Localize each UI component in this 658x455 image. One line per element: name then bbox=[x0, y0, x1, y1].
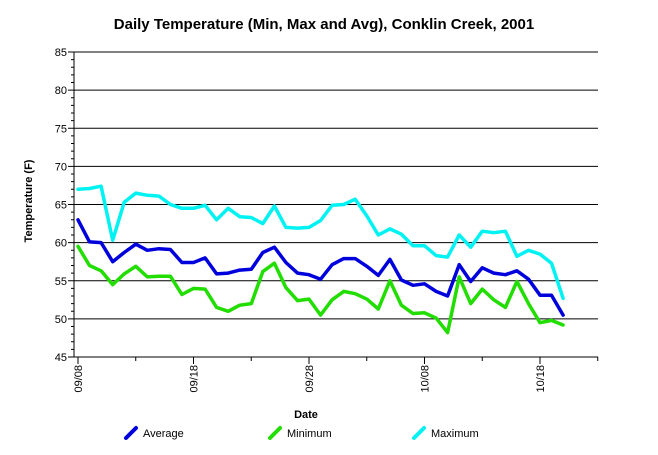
chart-legend: Average Minimum Maximum bbox=[124, 426, 479, 440]
legend-swatch-minimum bbox=[268, 426, 282, 440]
x-axis-label: Date bbox=[294, 409, 318, 421]
x-axis-ticks: 09/08 09/18 09/28 10/08 10/18 bbox=[73, 357, 599, 393]
y-tick-label: 55 bbox=[55, 276, 67, 288]
legend-swatch-maximum bbox=[412, 426, 426, 440]
chart-gridlines bbox=[74, 51, 598, 320]
legend-swatch-average bbox=[124, 426, 138, 440]
legend-label-average: Average bbox=[143, 428, 184, 440]
y-tick-label: 65 bbox=[55, 200, 67, 212]
series-line-minimum bbox=[76, 244, 565, 335]
y-tick-label: 60 bbox=[55, 238, 67, 250]
y-tick-label: 45 bbox=[55, 352, 67, 364]
y-tick-label: 75 bbox=[55, 123, 67, 135]
y-tick-label: 80 bbox=[55, 85, 67, 97]
y-axis-ticks: 45 50 55 60 65 70 75 80 85 bbox=[55, 47, 74, 364]
x-tick-label: 09/28 bbox=[304, 365, 316, 393]
chart-series bbox=[76, 184, 565, 335]
series-line-average bbox=[76, 218, 565, 317]
y-tick-label: 85 bbox=[55, 47, 67, 59]
x-tick-label: 10/08 bbox=[420, 365, 432, 393]
x-tick-label: 09/08 bbox=[73, 365, 85, 393]
legend-label-maximum: Maximum bbox=[431, 428, 479, 440]
y-axis-label: Temperature (F) bbox=[23, 159, 35, 242]
y-tick-label: 50 bbox=[55, 314, 67, 326]
legend-label-minimum: Minimum bbox=[287, 428, 332, 440]
chart-title: Daily Temperature (Min, Max and Avg), Co… bbox=[114, 16, 534, 33]
x-tick-label: 09/18 bbox=[189, 365, 201, 393]
series-line-maximum bbox=[76, 184, 565, 301]
y-tick-label: 70 bbox=[55, 161, 67, 173]
x-tick-label: 10/18 bbox=[535, 365, 547, 393]
